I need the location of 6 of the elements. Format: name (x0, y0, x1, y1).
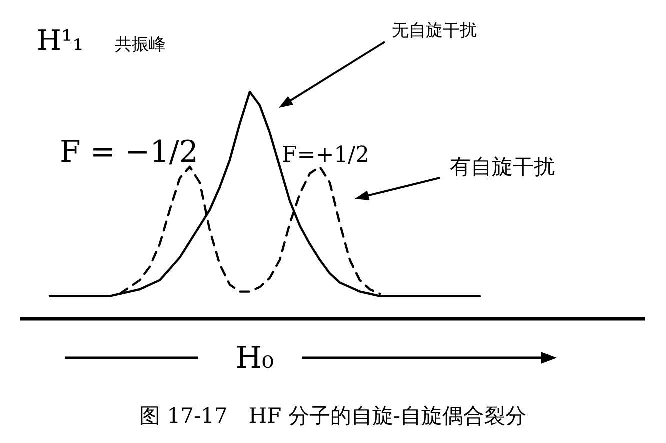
annotation: 共振峰 (115, 35, 166, 55)
annotation: F = −1/2 (60, 135, 198, 170)
title: 图 17-17 HF 分子的自旋-自旋偶合裂分 (140, 404, 526, 428)
xlabel: H₀ (236, 341, 274, 376)
annotation: H¹₁ (37, 24, 84, 57)
annotation: F=+1/2 (282, 143, 370, 168)
